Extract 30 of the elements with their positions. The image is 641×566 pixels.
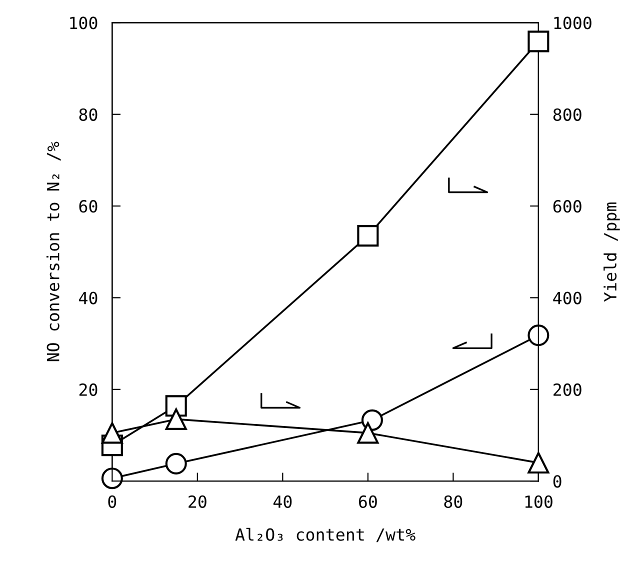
y2-tick-label: 600 [553,200,582,213]
y-tick-label: 40 [79,292,98,304]
point [357,422,379,444]
x-tick-label: 60 [358,495,377,508]
y-tick-label: 20 [79,383,98,396]
y2-tick-label: 200 [554,383,582,396]
point [165,408,187,430]
y2-tick-label: 800 [553,108,582,121]
y2-tick-label: 400 [553,292,582,304]
point [357,225,379,247]
point [101,468,123,490]
point [101,422,123,444]
y-tick-label: 80 [79,108,98,121]
x-tick-label: 0 [108,495,116,508]
y2-axis-title: Yield /ppm [604,202,620,302]
x-axis-title: Al₂O₃ content /wt% [235,528,416,542]
y2-tick-label: 1000 [554,16,592,30]
point [165,452,187,474]
y-tick-label: 100 [70,16,98,30]
y-axis-title: NO conversion to N₂ /% [46,142,61,362]
x-tick-label: 100 [525,495,552,508]
point [528,30,550,52]
x-tick-label: 80 [444,495,462,508]
y2-tick-label: 0 [553,475,562,488]
x-tick-label: 40 [273,495,292,508]
point [528,324,550,346]
point [528,452,550,474]
point [165,395,187,417]
y-tick-label: 60 [79,200,98,213]
x-tick-label: 20 [188,495,206,508]
